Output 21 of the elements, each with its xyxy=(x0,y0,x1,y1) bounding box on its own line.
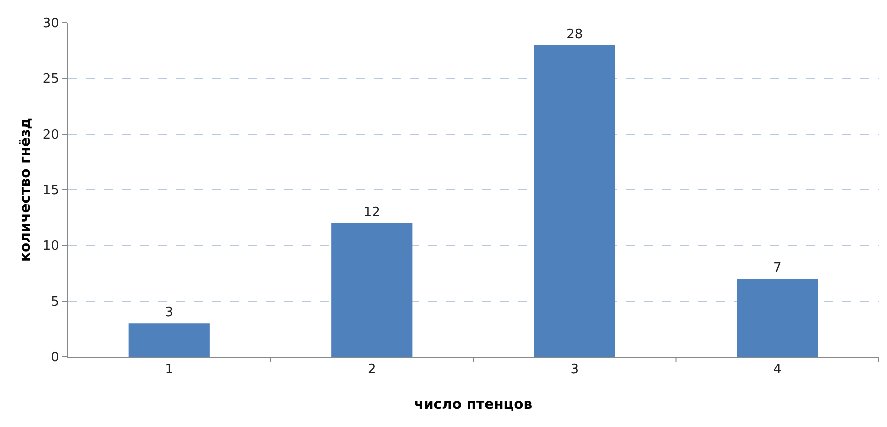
data-label: 3 xyxy=(165,306,174,321)
y-tick-label: 0 xyxy=(51,350,60,366)
y-tick-label: 25 xyxy=(42,72,60,88)
x-tick-label: 2 xyxy=(368,362,376,378)
y-tick-label: 20 xyxy=(42,128,60,143)
x-tick-label: 4 xyxy=(773,362,782,378)
x-tick-label: 3 xyxy=(570,362,580,378)
y-tick-label: 30 xyxy=(42,16,60,32)
data-label: 12 xyxy=(364,205,380,220)
y-tick-label: 15 xyxy=(42,184,60,199)
bar xyxy=(332,223,413,357)
y-axis-title: количество гнёзд xyxy=(18,118,34,262)
x-tick-label: 1 xyxy=(165,362,174,378)
y-tick-label: 5 xyxy=(51,294,60,310)
data-label: 7 xyxy=(773,261,782,276)
y-tick-label: 10 xyxy=(42,239,60,254)
x-axis-title: число птенцов xyxy=(414,396,533,413)
bar xyxy=(737,279,818,357)
data-label: 28 xyxy=(566,27,584,42)
bar xyxy=(128,324,210,357)
bar xyxy=(534,45,616,357)
